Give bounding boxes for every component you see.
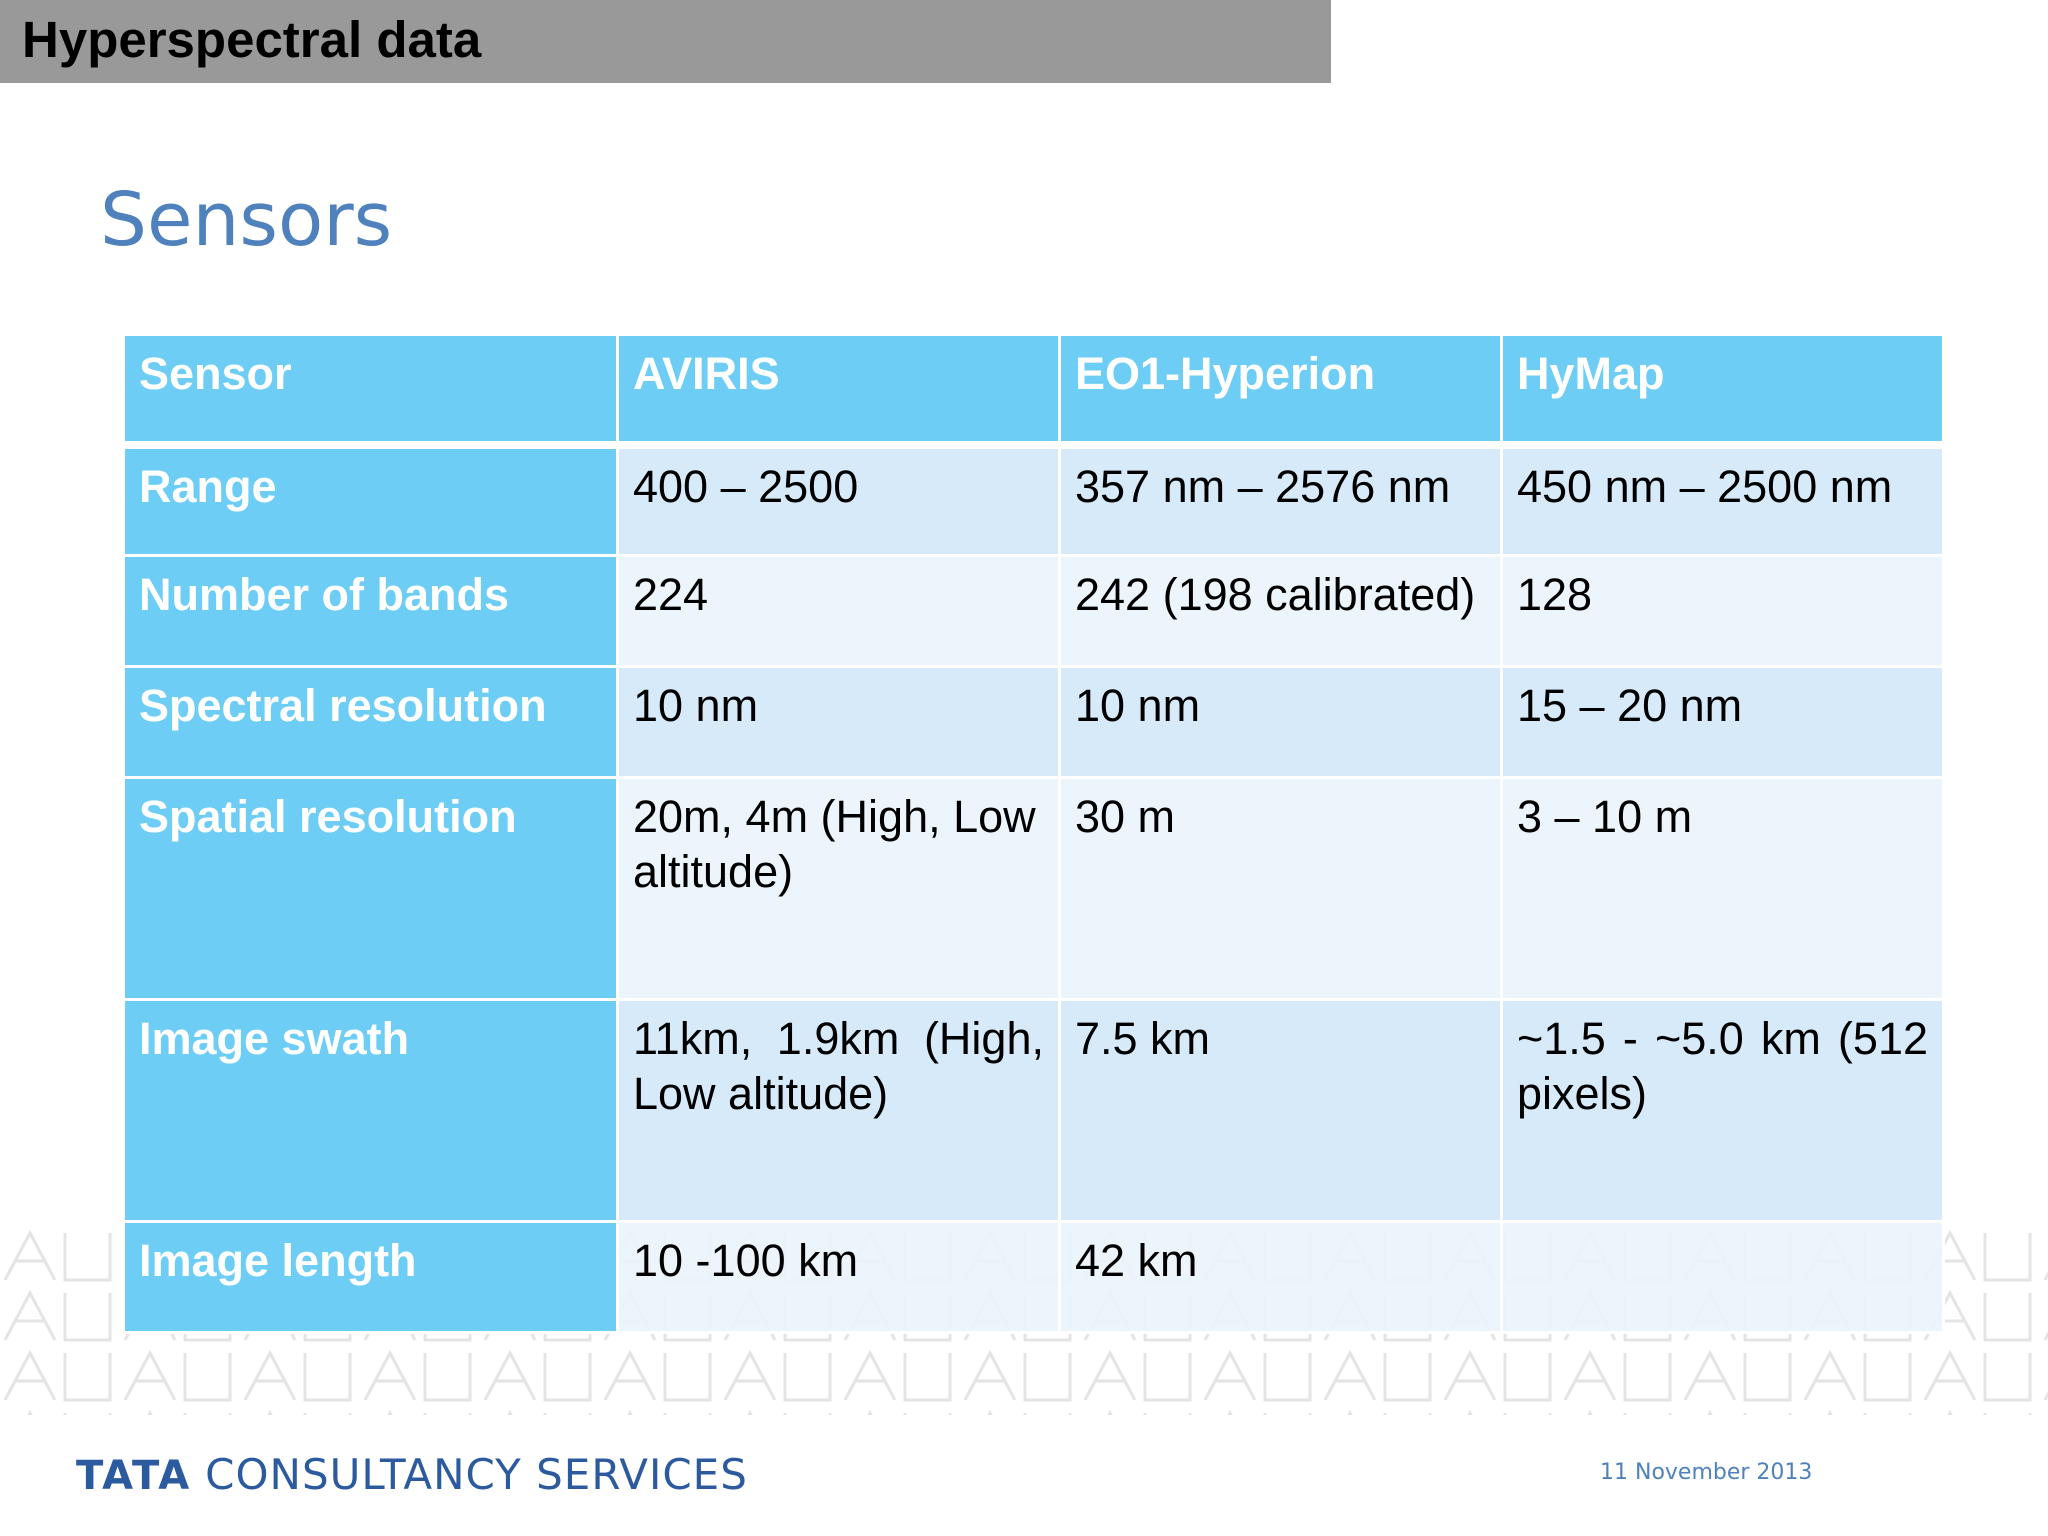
- table-cell: 242 (198 calibrated): [1058, 554, 1503, 668]
- table-cell: 357 nm – 2576 nm: [1058, 443, 1503, 557]
- header-hymap: HyMap: [1500, 333, 1945, 449]
- table-cell: [1500, 1220, 1945, 1334]
- row-label-image-swath: Image swath: [122, 998, 619, 1223]
- sensor-table: Sensor AVIRIS EO1-Hyperion HyMap Range 4…: [122, 333, 1945, 1334]
- logo-word: TATA: [76, 1453, 192, 1499]
- table-cell: 400 – 2500: [616, 443, 1061, 557]
- table-cell: 3 – 10 m: [1500, 776, 1945, 1001]
- table-cell: 30 m: [1058, 776, 1503, 1001]
- table-cell: 10 -100 km: [616, 1220, 1061, 1334]
- row-label-spatial-resolution: Spatial resolution: [122, 776, 619, 1001]
- table-cell: 42 km: [1058, 1220, 1503, 1334]
- logo-text: CONSULTANCY SERVICES: [205, 1450, 748, 1499]
- table-row: Image length 10 -100 km 42 km: [122, 1220, 1945, 1334]
- slide-subtitle: Sensors: [100, 177, 393, 263]
- row-label-spectral-resolution: Spectral resolution: [122, 665, 619, 779]
- row-label-number-of-bands: Number of bands: [122, 554, 619, 668]
- table-cell: 128: [1500, 554, 1945, 668]
- table-row: Image swath 11km, 1.9km (High, Low altit…: [122, 998, 1945, 1223]
- header-eo1-hyperion: EO1-Hyperion: [1058, 333, 1503, 449]
- table-row: Spectral resolution 10 nm 10 nm 15 – 20 …: [122, 665, 1945, 779]
- table-cell: 10 nm: [1058, 665, 1503, 779]
- table-header-row: Sensor AVIRIS EO1-Hyperion HyMap: [122, 333, 1945, 449]
- table-cell: 20m, 4m (High, Low altitude): [616, 776, 1061, 1001]
- table-cell: ~1.5 - ~5.0 km (512 pixels): [1500, 998, 1945, 1223]
- slide-date: 11 November 2013: [1600, 1460, 1813, 1485]
- table-cell: 450 nm – 2500 nm: [1500, 443, 1945, 557]
- row-label-range: Range: [122, 443, 619, 557]
- table-cell: 11km, 1.9km (High, Low altitude): [616, 998, 1061, 1223]
- table-row: Number of bands 224 242 (198 calibrated)…: [122, 554, 1945, 668]
- table-row: Range 400 – 2500 357 nm – 2576 nm 450 nm…: [122, 443, 1945, 557]
- header-aviris: AVIRIS: [616, 333, 1061, 449]
- title-bar: Hyperspectral data: [0, 0, 1331, 83]
- page-title: Hyperspectral data: [22, 11, 482, 68]
- row-label-image-length: Image length: [122, 1220, 619, 1334]
- tcs-logo: TATA CONSULTANCY SERVICES: [76, 1450, 748, 1499]
- header-sensor: Sensor: [122, 333, 619, 449]
- table-cell: 7.5 km: [1058, 998, 1503, 1223]
- table-cell: 224: [616, 554, 1061, 668]
- table-cell: 15 – 20 nm: [1500, 665, 1945, 779]
- table-cell: 10 nm: [616, 665, 1061, 779]
- table-row: Spatial resolution 20m, 4m (High, Low al…: [122, 776, 1945, 1001]
